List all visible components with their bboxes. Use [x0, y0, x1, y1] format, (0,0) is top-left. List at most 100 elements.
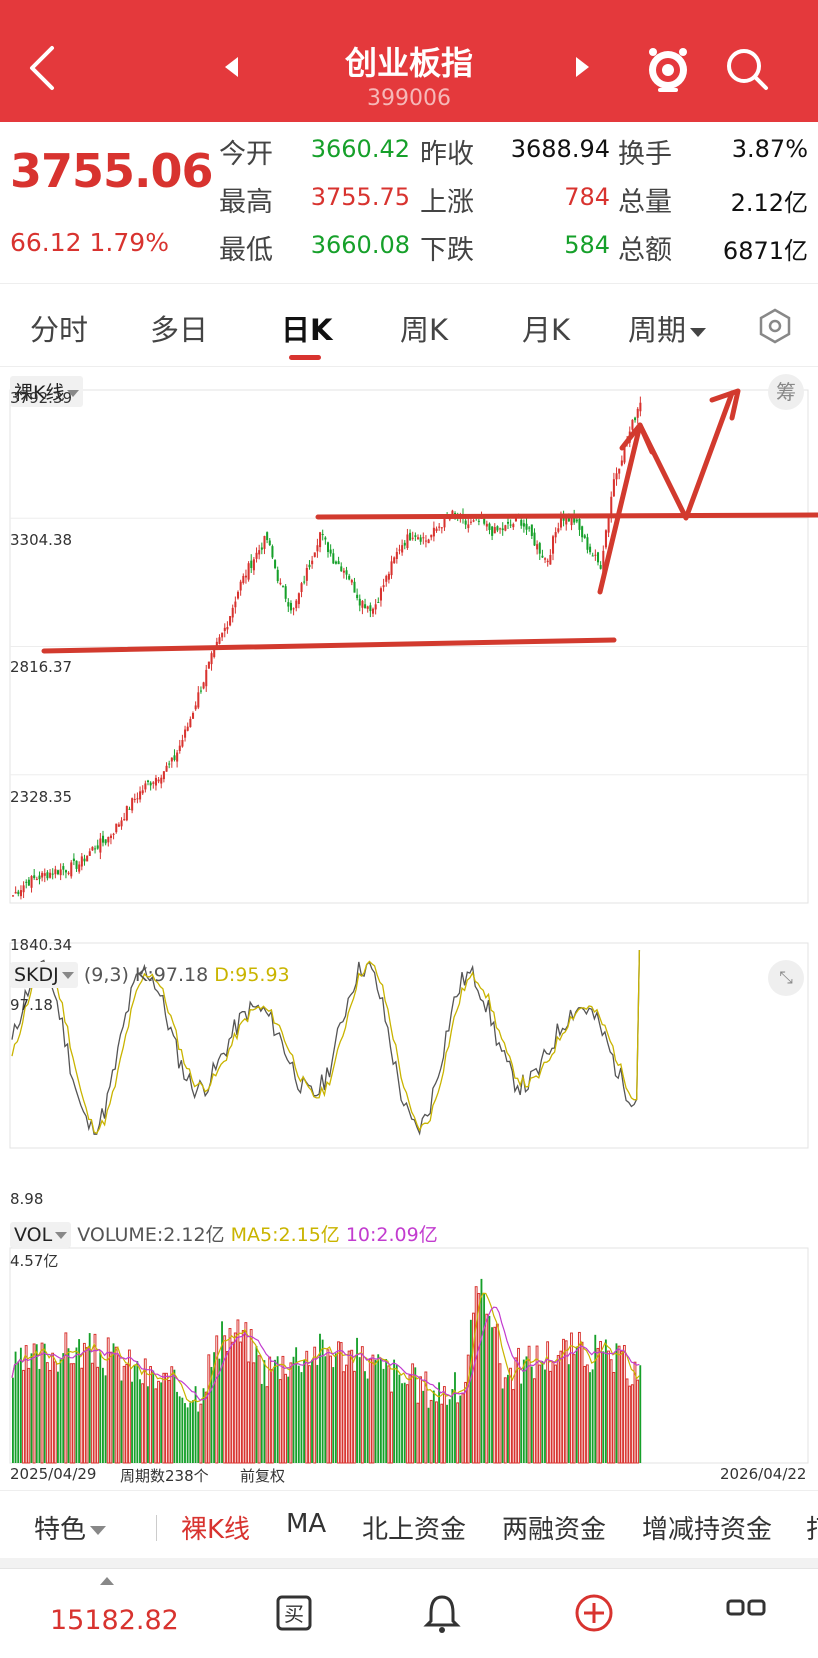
- volume-bar: [575, 1346, 578, 1463]
- volume-bar: [525, 1356, 528, 1463]
- volume-bar: [141, 1383, 145, 1464]
- candle-body: [411, 537, 414, 539]
- volume-bar: [580, 1341, 584, 1464]
- skdj-d-line: [11, 949, 641, 1135]
- candle-body: [54, 869, 57, 875]
- candle-body: [589, 546, 592, 553]
- candle-body: [276, 569, 279, 582]
- chevron-down-icon: [90, 1526, 107, 1535]
- expand-icon[interactable]: ⤡: [768, 960, 804, 996]
- tab-intraday[interactable]: 分时: [30, 313, 89, 347]
- indicator-naked-k[interactable]: 裸K线: [181, 1515, 251, 1545]
- candle-body: [522, 523, 525, 527]
- kline-mode-dropdown[interactable]: 裸K线: [10, 376, 84, 407]
- candle-body: [620, 460, 623, 466]
- candle-body: [279, 582, 282, 585]
- candle-body: [536, 544, 539, 550]
- candle-body: [266, 532, 269, 541]
- volume-bar: [620, 1351, 624, 1464]
- search-icon[interactable]: [722, 44, 772, 94]
- candle-body: [141, 790, 144, 794]
- arrow-head: [619, 422, 655, 455]
- settings-hexagon-icon[interactable]: [756, 307, 794, 345]
- chart-area[interactable]: 裸K线 筹 3792.39 3304.38 2816.37 2328.35 18…: [0, 368, 818, 1488]
- candle-body: [33, 875, 36, 879]
- mascot-icon[interactable]: [643, 44, 693, 94]
- add-watchlist-icon[interactable]: [572, 1591, 616, 1635]
- volume-value: 2.12亿: [730, 189, 808, 217]
- candle-body: [313, 552, 316, 557]
- open-value: 3660.42: [310, 135, 410, 163]
- next-stock-icon[interactable]: [576, 57, 589, 77]
- volume-bar: [538, 1364, 542, 1464]
- stock-code: 399006: [367, 86, 451, 111]
- candle-body: [157, 779, 160, 782]
- tab-weekly-k[interactable]: 周K: [400, 313, 449, 347]
- volume-bar: [585, 1364, 589, 1464]
- candle-body: [334, 561, 337, 564]
- candle-body: [390, 561, 393, 576]
- indicator-more[interactable]: 打: [806, 1509, 818, 1546]
- indicator-northbound[interactable]: 北上资金: [362, 1515, 467, 1545]
- more-icon[interactable]: [724, 1591, 768, 1635]
- volume-bar: [546, 1341, 550, 1464]
- candle-body: [250, 560, 253, 568]
- volume-bar: [67, 1348, 70, 1463]
- chip-distribution-button[interactable]: 筹: [768, 374, 804, 410]
- expand-up-icon[interactable]: [100, 1577, 114, 1585]
- chart-canvas[interactable]: [0, 368, 818, 1488]
- volume-bar: [427, 1407, 430, 1463]
- indicator-margin[interactable]: 两融资金: [502, 1515, 607, 1545]
- candle-body: [133, 798, 136, 800]
- tab-daily-k[interactable]: 日K: [281, 313, 333, 347]
- indicator-ma[interactable]: MA: [286, 1509, 327, 1539]
- volume-bar: [40, 1342, 44, 1464]
- candle-body: [165, 765, 168, 772]
- candle-body: [109, 835, 112, 838]
- tab-period-dropdown[interactable]: 周期: [628, 307, 707, 349]
- volume-bar: [112, 1343, 115, 1463]
- candle-body: [321, 534, 324, 536]
- volume-bar: [319, 1333, 321, 1463]
- volume-bar: [509, 1367, 512, 1464]
- prev-stock-icon[interactable]: [225, 57, 238, 77]
- candle-body: [120, 820, 123, 827]
- candle-body: [501, 528, 504, 531]
- x-start-date: 2025/04/29: [10, 1465, 97, 1483]
- volume-bar: [329, 1355, 332, 1464]
- feature-dropdown[interactable]: 特色: [34, 1509, 107, 1546]
- candle-body: [59, 869, 62, 876]
- candle-body: [91, 846, 94, 851]
- volume-bar: [527, 1345, 531, 1464]
- volume-bar: [636, 1379, 640, 1464]
- volume-bar: [422, 1390, 425, 1463]
- candle-body: [552, 536, 555, 554]
- tab-monthly-k[interactable]: 月K: [522, 313, 571, 347]
- bell-icon[interactable]: [420, 1591, 464, 1635]
- volume-bar: [474, 1286, 478, 1464]
- candle-body: [454, 512, 457, 514]
- volume-bar: [85, 1347, 89, 1464]
- candle-body: [218, 637, 221, 644]
- volume-bar: [233, 1332, 237, 1464]
- candle-body: [282, 586, 285, 588]
- candle-body: [435, 528, 438, 531]
- bottom-nav: 15182.82 买: [0, 1568, 818, 1658]
- volume-bar: [228, 1328, 232, 1464]
- index-ticker-value[interactable]: 15182.82: [50, 1605, 179, 1636]
- skdj-dropdown[interactable]: SKDJ: [10, 962, 78, 988]
- candle-body: [64, 870, 67, 873]
- candle-body: [67, 872, 70, 874]
- candle-body: [176, 752, 179, 762]
- volume-bar: [398, 1374, 401, 1463]
- candle-body: [152, 782, 155, 784]
- low-label: 最低: [219, 235, 273, 266]
- open-label: 今开: [219, 139, 273, 170]
- indicator-holdings[interactable]: 增减持资金: [642, 1515, 773, 1545]
- tab-multi-day[interactable]: 多日: [150, 313, 209, 347]
- candle-body: [78, 864, 81, 872]
- separator: [0, 1558, 818, 1568]
- buy-icon[interactable]: 买: [272, 1591, 316, 1635]
- back-arrow-icon[interactable]: [22, 38, 62, 98]
- vol-dropdown[interactable]: VOL: [10, 1222, 72, 1248]
